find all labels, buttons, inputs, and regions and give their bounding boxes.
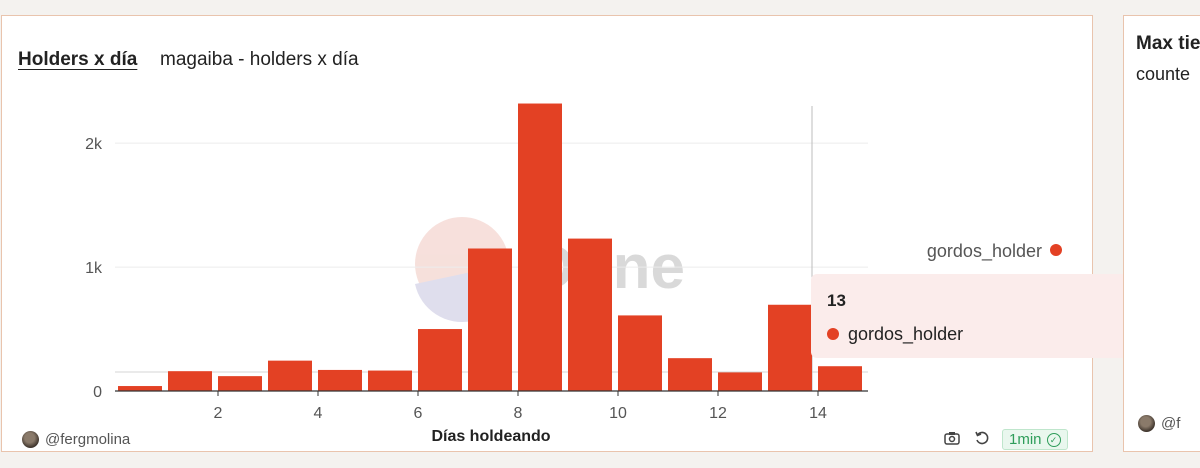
- x-tick-label: 14: [809, 405, 827, 422]
- next-card-title[interactable]: Max tie: [1136, 33, 1200, 54]
- bar-5: [368, 370, 412, 391]
- bar-11: [668, 358, 712, 391]
- bar-12: [718, 372, 762, 391]
- y-tick-label: 0: [93, 384, 102, 401]
- legend-label: gordos_holder: [927, 241, 1042, 262]
- x-tick-label: 10: [609, 405, 627, 422]
- tooltip-series-name: gordos_holder: [848, 324, 964, 344]
- freshness-text: 1min: [1009, 431, 1042, 448]
- x-axis-label: Días holdeando: [431, 428, 550, 445]
- tooltip-x-value: 13: [827, 291, 846, 310]
- refresh-icon[interactable]: [972, 430, 992, 450]
- next-chart-card: Max tie counte @f: [1123, 15, 1200, 452]
- bar-7: [468, 248, 512, 391]
- bar-13: [768, 304, 812, 391]
- legend-dot-icon: [1050, 244, 1062, 256]
- bar-10: [618, 315, 662, 391]
- y-tick-label: 1k: [85, 260, 103, 277]
- avatar: [22, 431, 39, 448]
- bar-9: [568, 238, 612, 391]
- next-card-author-name: @f: [1161, 415, 1181, 432]
- bar-chart: Dune01k2k2468101214Días holdeandogordos_…: [85, 103, 1062, 445]
- bar-1: [168, 371, 212, 391]
- x-tick-label: 12: [709, 405, 727, 422]
- x-tick-label: 6: [414, 405, 423, 422]
- author-link[interactable]: @fergmolina: [22, 431, 130, 448]
- bar-3: [268, 360, 312, 391]
- y-tick-label: 2k: [85, 136, 103, 153]
- next-card-subtitle: counte: [1136, 64, 1191, 84]
- bar-4: [318, 369, 362, 391]
- camera-icon[interactable]: [942, 431, 962, 449]
- avatar: [1138, 415, 1155, 432]
- x-tick-label: 2: [214, 405, 223, 422]
- chart-subtitle: magaiba - holders x día: [160, 49, 359, 70]
- bar-14: [818, 366, 862, 391]
- x-tick-label: 4: [314, 405, 323, 422]
- author-name: @fergmolina: [45, 431, 131, 448]
- bar-2: [218, 376, 262, 391]
- chart-card: Holders x día magaiba - holders x día Du…: [1, 15, 1186, 452]
- x-tick-label: 8: [514, 405, 523, 422]
- card-footer-actions: 1min ✓: [942, 429, 1068, 450]
- tooltip-series-dot-icon: [827, 328, 839, 340]
- freshness-badge: 1min ✓: [1002, 429, 1068, 450]
- chart-title-link[interactable]: Holders x día: [18, 49, 138, 70]
- bar-0: [118, 386, 162, 391]
- next-card-author[interactable]: @f: [1138, 415, 1180, 432]
- check-circle-icon: ✓: [1046, 432, 1061, 447]
- bar-6: [418, 329, 462, 391]
- bar-8: [518, 103, 562, 392]
